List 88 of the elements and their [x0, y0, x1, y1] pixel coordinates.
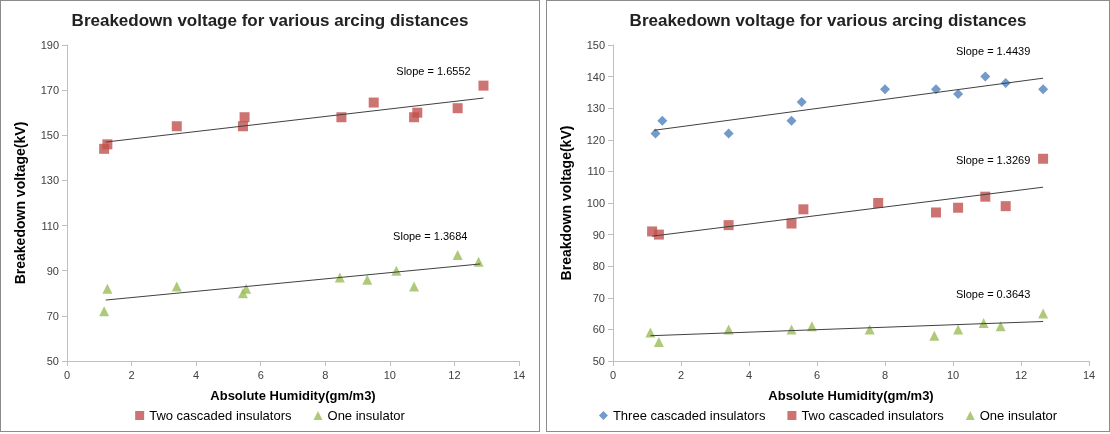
point: [171, 281, 182, 292]
point: [650, 128, 661, 139]
point: [953, 324, 964, 335]
point: [362, 274, 373, 285]
point: [171, 121, 182, 132]
y-tick-label: 60: [592, 323, 605, 336]
y-tick-label: 90: [46, 264, 59, 277]
point: [796, 96, 807, 107]
point: [241, 283, 252, 294]
y-tick-label: 50: [46, 355, 59, 367]
point: [99, 306, 110, 317]
x-tick-label: 4: [745, 368, 753, 381]
point: [412, 107, 423, 118]
x-axis-title: Absolute Humidity(gm/m3): [768, 388, 934, 403]
annotation: Slope = 1.3684: [393, 230, 468, 243]
point: [645, 327, 656, 338]
point: [368, 97, 379, 108]
point: [1038, 84, 1049, 95]
y-tick-label: 140: [586, 70, 605, 83]
x-tick-label: 2: [677, 368, 685, 381]
legend-label: Two cascaded insulators: [801, 408, 945, 423]
y-tick-label: 70: [592, 291, 605, 304]
x-tick-label: 12: [448, 368, 461, 381]
point: [953, 88, 964, 99]
x-tick-label: 2: [128, 368, 135, 381]
point: [102, 283, 113, 294]
point: [873, 198, 884, 208]
x-tick-label: 4: [193, 368, 200, 381]
x-tick-label: 14: [1082, 368, 1096, 381]
point: [995, 321, 1006, 332]
y-tick-label: 100: [586, 197, 605, 209]
x-tick-label: 10: [383, 368, 396, 381]
legend-label: One insulator: [979, 408, 1058, 423]
chart-title: Breakedown voltage for various arcing distances: [629, 11, 1027, 30]
point: [798, 204, 809, 215]
point: [239, 112, 250, 123]
point: [786, 218, 797, 229]
x-tick-label: 8: [881, 368, 889, 381]
point: [452, 103, 463, 114]
point: [1038, 308, 1049, 319]
y-axis-title: Breakedown voltage(kV): [12, 121, 28, 285]
y-tick-label: 120: [586, 133, 605, 146]
legend-label: One insulator: [327, 408, 406, 423]
x-tick-label: 6: [813, 368, 821, 381]
point: [102, 139, 113, 150]
point: [409, 281, 420, 292]
annotation: Slope = 1.4439: [955, 44, 1031, 57]
point: [929, 330, 940, 341]
y-tick-label: 130: [586, 102, 605, 115]
y-tick-label: 50: [592, 355, 605, 367]
point: [953, 202, 964, 213]
point: [980, 71, 991, 82]
y-tick-label: 150: [586, 39, 605, 51]
y-tick-label: 110: [587, 165, 605, 178]
point: [653, 337, 664, 348]
y-tick-label: 190: [40, 39, 59, 51]
x-tick-label: 0: [609, 368, 617, 381]
point: [880, 84, 890, 95]
point: [657, 115, 668, 126]
x-tick-label: 8: [322, 368, 329, 381]
point: [452, 249, 463, 260]
y-tick-label: 90: [592, 228, 605, 241]
annotation: Slope = 1.6552: [396, 64, 471, 77]
x-tick-label: 6: [257, 368, 264, 381]
legend-label: Two cascaded insulators: [149, 408, 293, 423]
y-axis-title: Breakdown voltage(kV): [558, 125, 574, 281]
point: [478, 80, 489, 91]
annotation: Slope = 1.3269: [955, 153, 1031, 166]
y-tick-label: 130: [40, 174, 59, 187]
x-tick-label: 0: [63, 368, 71, 381]
chart-title: Breakedown voltage for various arcing distances: [71, 11, 469, 30]
y-tick-label: 110: [41, 219, 59, 232]
point: [931, 207, 941, 218]
x-tick-label: 12: [1014, 368, 1028, 381]
point: [1038, 153, 1049, 164]
x-tick-label: 14: [512, 368, 526, 381]
x-tick-label: 10: [946, 368, 960, 381]
y-tick-label: 170: [40, 84, 59, 97]
point: [1000, 201, 1011, 212]
point: [786, 115, 797, 126]
y-tick-label: 150: [40, 129, 59, 142]
annotation: Slope = 0.3643: [955, 288, 1031, 300]
legend-label: Three cascaded insulators: [612, 408, 766, 423]
x-axis-title: Absolute Humidity(gm/m3): [210, 388, 376, 403]
y-tick-label: 80: [592, 260, 605, 273]
point: [931, 84, 941, 95]
y-tick-label: 70: [46, 309, 59, 322]
point: [723, 128, 734, 139]
